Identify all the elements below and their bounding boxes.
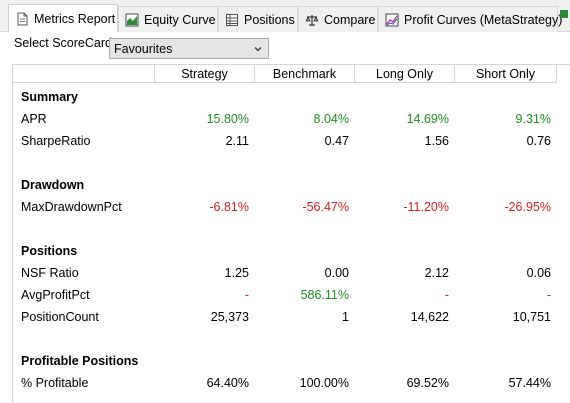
value-strategy: 1.25 (224, 266, 249, 280)
column-header-short-only[interactable]: Short Only (455, 65, 557, 83)
section-header: Profitable Positions (13, 350, 559, 372)
metric-label: % Profitable (21, 376, 89, 390)
metric-label: MaxDrawdownPct (21, 200, 122, 214)
value-benchmark: -56.47% (302, 200, 349, 214)
line-chart-icon (385, 13, 399, 26)
value-benchmark: 8.04% (313, 112, 349, 126)
section-header: Summary (13, 86, 559, 108)
value-short-only: 10,751 (512, 310, 551, 324)
table-row: SharpeRatio 2.11 0.47 1.56 0.76 (13, 130, 559, 152)
section-title: Profitable Positions (21, 354, 139, 368)
tab-label: Positions (244, 12, 295, 27)
scorecard-select[interactable]: Favourites (109, 38, 269, 59)
value-short-only: 0.06 (526, 266, 551, 280)
tab-label: Profit Curves (MetaStrategy) (404, 12, 563, 27)
value-long-only: -11.20% (403, 200, 449, 214)
value-strategy: - (244, 288, 249, 302)
chart-icon (560, 10, 568, 18)
metric-label: APR (21, 112, 47, 126)
value-benchmark: 0.47 (324, 134, 349, 148)
column-header-long-only[interactable]: Long Only (355, 65, 455, 83)
table-row: AvgProfitPct - 586.11% - - (13, 284, 559, 306)
section-title: Positions (21, 244, 78, 258)
area-chart-icon (125, 13, 139, 26)
scorecard-value: Favourites (114, 41, 173, 56)
value-short-only: 57.44% (508, 376, 551, 390)
metrics-report-panel: Select ScoreCard: Favourites Strategy Be… (0, 32, 570, 403)
metric-label: NSF Ratio (21, 266, 79, 280)
value-long-only: 1.56 (424, 134, 449, 148)
value-strategy: 2.11 (225, 134, 249, 148)
tab-positions[interactable]: Positions (218, 6, 298, 32)
column-header-label (13, 65, 155, 83)
table-icon (226, 13, 238, 26)
chevron-down-icon (254, 47, 262, 52)
section-title: Summary (21, 90, 78, 104)
document-icon (17, 12, 28, 25)
table-row: MaxDrawdownPct -6.81% -56.47% -11.20% -2… (13, 196, 559, 218)
table-row: NSF Ratio 1.25 0.00 2.12 0.06 (13, 262, 559, 284)
metric-label: AvgProfitPct (21, 288, 90, 302)
table-row: PositionCount 25,373 1 14,622 10,751 (13, 306, 559, 328)
metrics-grid: Strategy Benchmark Long Only Short Only … (12, 64, 570, 403)
value-strategy: 15.80% (206, 112, 249, 126)
metric-label: SharpeRatio (21, 134, 91, 148)
value-long-only: - (444, 288, 449, 302)
tab-label: Metrics Report (34, 11, 116, 26)
tab-equity-curve[interactable]: Equity Curve (118, 6, 218, 32)
tab-bar: Metrics Report Equity Curve Positions Co… (0, 0, 570, 32)
tab-compare[interactable]: Compare (298, 6, 378, 32)
table-row: % Profitable 64.40% 100.00% 69.52% 57.44… (13, 372, 559, 394)
value-short-only: - (546, 288, 551, 302)
value-long-only: 2.12 (424, 266, 449, 280)
value-long-only: 69.52% (406, 376, 449, 390)
value-short-only: -26.95% (504, 200, 551, 214)
value-benchmark: 1 (342, 310, 349, 324)
value-benchmark: 0.00 (324, 266, 349, 280)
tab-label: Equity Curve (144, 12, 216, 27)
scorecard-label: Select ScoreCard: (14, 36, 116, 50)
value-strategy: 25,373 (210, 310, 249, 324)
section-title: Drawdown (21, 178, 85, 192)
tab-profit-curves[interactable]: Profit Curves (MetaStrategy) (378, 6, 562, 32)
overflow-tab-icon[interactable] (558, 8, 570, 20)
metric-label: PositionCount (21, 310, 99, 324)
tab-label: Compare (324, 12, 376, 27)
value-long-only: 14,622 (410, 310, 449, 324)
table-row: APR 15.80% 8.04% 14.69% 9.31% (13, 108, 559, 130)
value-benchmark: 586.11% (300, 288, 349, 302)
value-short-only: 0.76 (526, 134, 551, 148)
value-long-only: 14.69% (406, 112, 449, 126)
tab-metrics-report[interactable]: Metrics Report (8, 4, 118, 32)
section-header: Drawdown (13, 174, 559, 196)
column-header-benchmark[interactable]: Benchmark (255, 65, 355, 83)
section-header: Positions (13, 240, 559, 262)
value-strategy: 64.40% (206, 376, 249, 390)
column-header-strategy[interactable]: Strategy (155, 65, 255, 83)
value-benchmark: 100.00% (299, 376, 349, 390)
value-strategy: -6.81% (209, 200, 249, 214)
value-short-only: 9.31% (515, 112, 551, 126)
scales-icon (305, 14, 319, 26)
